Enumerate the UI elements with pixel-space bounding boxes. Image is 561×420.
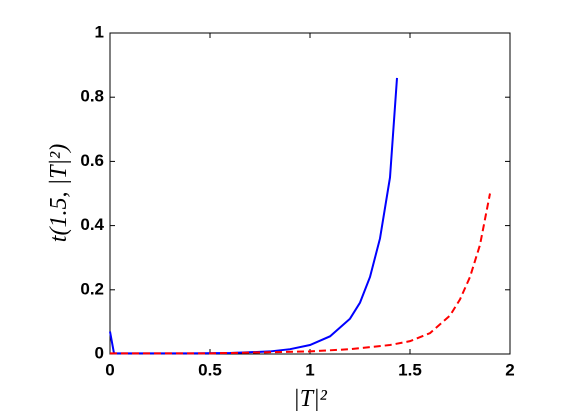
series-line [109,77,398,355]
x-tick-label: 1.5 [398,360,422,379]
y-tick-label: 1 [95,22,104,41]
series-line [110,193,491,355]
y-tick-label: 0.6 [80,151,104,170]
plot-frame [109,32,511,355]
x-tick-label: 0.5 [198,360,222,379]
y-tick-label: 0.2 [80,279,104,298]
y-axis-label: t(1.5, |T|²) [46,144,72,242]
x-tick-label: 1 [305,360,314,379]
x-axis-label: |T|² [293,386,328,412]
y-tick-label: 0.8 [80,87,104,106]
y-tick-label: 0.4 [80,215,104,234]
x-tick-label: 2 [505,360,514,379]
x-tick-label: 0 [105,360,114,379]
y-tick-label: 0 [95,343,104,362]
